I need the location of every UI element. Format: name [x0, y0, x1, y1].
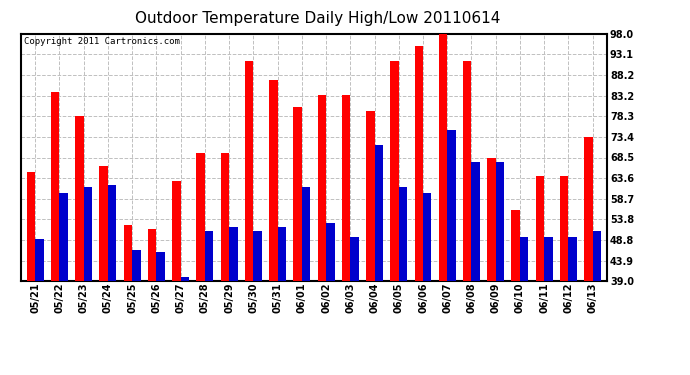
Bar [544, 237, 553, 281]
Bar [172, 181, 181, 281]
Bar [197, 153, 205, 281]
Bar [27, 172, 35, 281]
Bar [277, 227, 286, 281]
Bar [593, 231, 601, 281]
Bar [495, 162, 504, 281]
Text: Outdoor Temperature Daily High/Low 20110614: Outdoor Temperature Daily High/Low 20110… [135, 11, 500, 26]
Bar [293, 107, 302, 281]
Bar [569, 237, 577, 281]
Bar [399, 187, 407, 281]
Bar [487, 158, 495, 281]
Bar [181, 277, 189, 281]
Bar [108, 185, 117, 281]
Bar [99, 166, 108, 281]
Bar [269, 80, 277, 281]
Bar [302, 187, 310, 281]
Bar [83, 187, 92, 281]
Bar [326, 222, 335, 281]
Bar [157, 252, 165, 281]
Bar [253, 231, 262, 281]
Bar [375, 145, 383, 281]
Bar [439, 34, 447, 281]
Bar [59, 193, 68, 281]
Bar [415, 46, 423, 281]
Bar [471, 162, 480, 281]
Bar [391, 61, 399, 281]
Bar [221, 153, 229, 281]
Bar [205, 231, 213, 281]
Bar [351, 237, 359, 281]
Bar [132, 250, 141, 281]
Bar [463, 61, 471, 281]
Bar [229, 227, 237, 281]
Bar [366, 111, 375, 281]
Bar [75, 116, 83, 281]
Bar [560, 176, 569, 281]
Bar [423, 193, 431, 281]
Bar [535, 176, 544, 281]
Bar [447, 130, 455, 281]
Bar [124, 225, 132, 281]
Bar [342, 94, 351, 281]
Bar [245, 61, 253, 281]
Bar [148, 229, 157, 281]
Bar [520, 237, 529, 281]
Text: Copyright 2011 Cartronics.com: Copyright 2011 Cartronics.com [23, 38, 179, 46]
Bar [51, 93, 59, 281]
Bar [584, 136, 593, 281]
Bar [35, 239, 43, 281]
Bar [511, 210, 520, 281]
Bar [317, 94, 326, 281]
